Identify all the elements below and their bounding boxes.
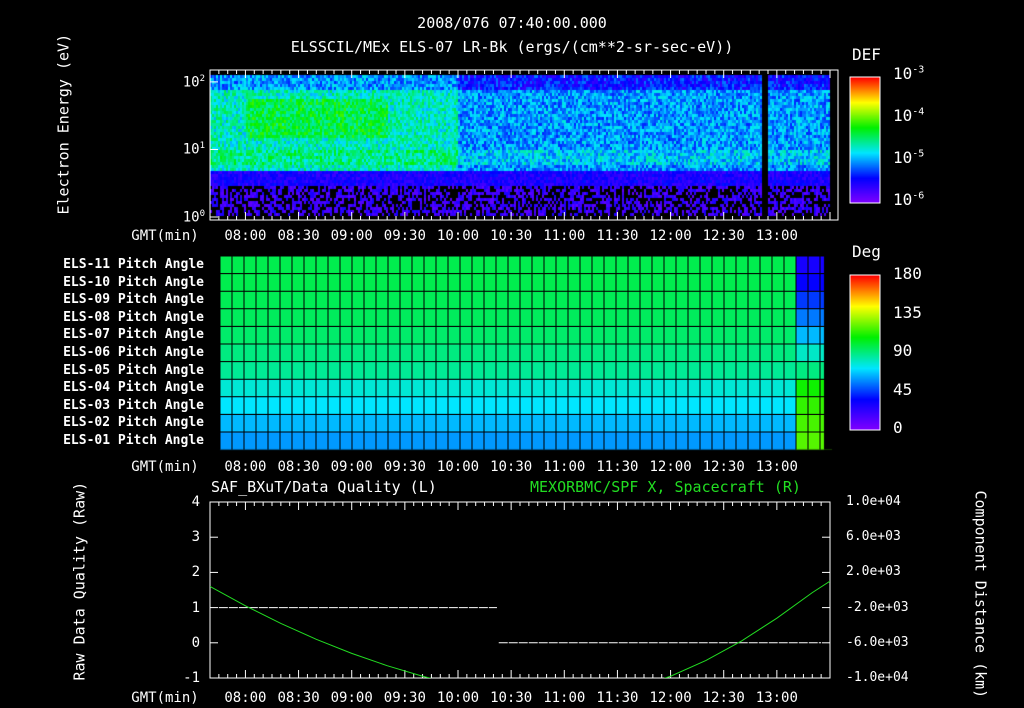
pitch-angle-row-label: ELS-10 Pitch Angle xyxy=(63,274,204,290)
def-colorbar-tick: 10-3 xyxy=(893,64,925,83)
left-tick-label: 2 xyxy=(191,564,200,581)
quality-axis-label: Raw Data Quality (Raw) xyxy=(70,481,89,681)
time-tick-label: 10:30 xyxy=(490,228,533,244)
time-tick-label: 12:30 xyxy=(702,459,745,475)
def-colorbar xyxy=(849,76,881,204)
time-tick-label: 12:00 xyxy=(649,690,692,706)
energy-tick-label: 101 xyxy=(182,141,205,159)
time-tick-label: 11:30 xyxy=(596,459,639,475)
left-tick-label: 1 xyxy=(191,599,200,616)
quality-title: SAF_BXuT/Data Quality (L) xyxy=(211,478,437,496)
time-tick-label: 12:30 xyxy=(702,690,745,706)
deg-colorbar-tick: 180 xyxy=(893,264,922,283)
plot-time: 2008/076 07:40:00.000 xyxy=(417,14,607,32)
left-tick-label: 0 xyxy=(191,634,200,651)
time-tick-label: 09:00 xyxy=(330,690,373,706)
time-tick-label: 11:30 xyxy=(596,228,639,244)
spf-x-line xyxy=(210,580,830,678)
right-tick-label: 6.0e+03 xyxy=(846,529,901,545)
time-tick-label: 12:00 xyxy=(649,228,692,244)
spf-title: MEXORBMC/SPF X, Spacecraft (R) xyxy=(530,478,801,496)
right-tick-label: -2.0e+03 xyxy=(846,599,909,615)
energy-tick-exponent: 2 xyxy=(199,73,205,84)
time-tick-label: 10:00 xyxy=(436,459,480,475)
time-tick-label: 11:00 xyxy=(543,690,586,706)
pitch-angle-row-label: ELS-01 Pitch Angle xyxy=(63,433,204,448)
left-tick-label: -1 xyxy=(183,670,200,686)
gmt-axis-label: GMT(min) xyxy=(131,228,199,244)
time-tick-label: 13:00 xyxy=(755,690,798,706)
time-tick-label: 11:00 xyxy=(543,459,586,475)
time-tick-label: 08:00 xyxy=(224,690,267,706)
time-tick-label: 10:30 xyxy=(490,459,533,475)
time-tick-label: 10:00 xyxy=(436,690,480,706)
right-tick-label: 2.0e+03 xyxy=(846,564,901,580)
time-tick-label: 09:30 xyxy=(383,690,426,706)
def-colorbar-tick: 10-5 xyxy=(893,148,925,167)
deg-colorbar-tick: 90 xyxy=(893,341,913,360)
spectrogram-frame xyxy=(209,69,839,221)
pitch-angle-row-label: ELS-06 Pitch Angle xyxy=(63,345,204,360)
def-colorbar-tick: 10-6 xyxy=(893,190,925,209)
time-tick-label: 08:30 xyxy=(277,459,320,475)
deg-colorbar-tick: 135 xyxy=(893,302,922,322)
left-tick-label: 3 xyxy=(191,529,200,546)
energy-tick-exponent: 1 xyxy=(199,141,205,152)
time-tick-label: 13:00 xyxy=(755,459,798,475)
time-tick-label: 12:30 xyxy=(702,228,745,244)
pitch-angle-row-label: ELS-05 Pitch Angle xyxy=(63,362,204,378)
deg-colorbar-tick: 0 xyxy=(893,418,903,437)
time-tick-label: 13:00 xyxy=(755,228,798,244)
time-tick-label: 09:00 xyxy=(330,228,373,244)
pitch-angle-row-label: ELS-02 Pitch Angle xyxy=(63,415,204,431)
quality-frame xyxy=(209,501,831,679)
pitch-angle-row-label: ELS-03 Pitch Angle xyxy=(63,397,204,413)
deg-colorbar-tick: 45 xyxy=(893,379,913,399)
pitch-angle-row-label: ELS-09 Pitch Angle xyxy=(63,292,204,308)
time-tick-label: 09:30 xyxy=(383,228,426,244)
time-tick-label: 11:30 xyxy=(596,690,639,706)
time-tick-label: 11:00 xyxy=(543,228,586,244)
def-tick-exponent: -6 xyxy=(912,190,925,202)
def-colorbar-tick: 10-4 xyxy=(893,106,925,125)
pitch-angle-row-label: ELS-07 Pitch Angle xyxy=(63,327,204,343)
right-tick-label: 1.0e+04 xyxy=(846,494,901,509)
def-tick-exponent: -5 xyxy=(912,148,925,160)
left-tick-label: 4 xyxy=(191,494,200,510)
time-tick-label: 09:00 xyxy=(330,459,373,475)
def-tick-exponent: -4 xyxy=(912,106,925,118)
time-tick-label: 08:00 xyxy=(224,228,267,244)
pitch-angle-row-label: ELS-04 Pitch Angle xyxy=(63,380,204,396)
right-tick-label: -6.0e+03 xyxy=(846,634,909,650)
time-tick-label: 12:00 xyxy=(649,459,692,475)
time-tick-label: 10:30 xyxy=(490,690,533,706)
time-tick-label: 08:30 xyxy=(277,228,320,244)
energy-tick-label: 100 xyxy=(182,209,205,226)
right-tick-label: -1.0e+04 xyxy=(846,670,909,685)
def-colorbar-title: DEF xyxy=(852,45,881,64)
plot-title: ELSSCIL/MEx ELS-07 LR-Bk (ergs/(cm**2-sr… xyxy=(290,38,734,56)
energy-tick-exponent: 0 xyxy=(199,209,205,219)
def-tick-exponent: -3 xyxy=(912,64,925,76)
time-tick-label: 10:00 xyxy=(436,228,480,244)
gmt-axis-label: GMT(min) xyxy=(131,690,199,706)
energy-tick-label: 102 xyxy=(182,73,205,91)
pitch-angle-row-label: ELS-11 Pitch Angle xyxy=(63,257,204,272)
deg-colorbar-title: Deg xyxy=(852,242,881,261)
energy-axis-label: Electron Energy (eV) xyxy=(54,33,73,215)
time-tick-label: 08:00 xyxy=(224,459,267,475)
time-tick-label: 09:30 xyxy=(383,459,426,475)
deg-colorbar xyxy=(849,274,881,431)
distance-axis-label: Component Distance (km) xyxy=(971,490,990,699)
pitch-angle-row-label: ELS-08 Pitch Angle xyxy=(63,309,204,325)
time-tick-label: 08:30 xyxy=(277,690,320,706)
gmt-axis-label: GMT(min) xyxy=(131,459,199,475)
